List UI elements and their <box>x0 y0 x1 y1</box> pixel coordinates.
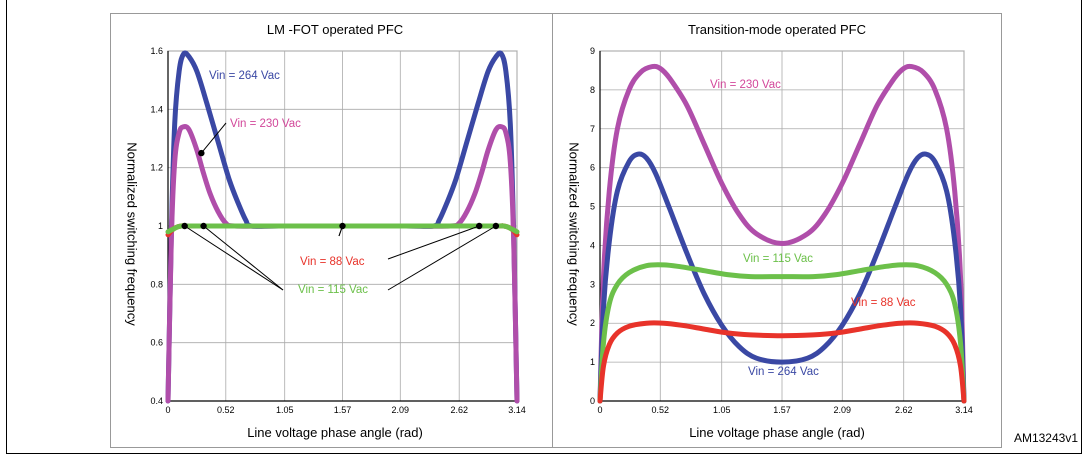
x-tick-label: 1.05 <box>713 405 731 415</box>
x-tick-label: 2.62 <box>450 405 468 415</box>
lm-fot-chart-panel: LM -FOT operated PFC 0 0.52 1.05 1.57 2.09 2.… <box>110 13 560 448</box>
lm-fot-plot: 0 0.52 1.05 1.57 2.09 2.62 3.14 0.4 0.6 0.8 1 1.2 1.… <box>150 46 526 415</box>
y-axis-label: Normalized switching frequency <box>124 142 140 326</box>
y-tick-label: 8 <box>590 85 595 95</box>
y-tick-label: 4 <box>590 240 595 250</box>
y-tick-label: 1.4 <box>150 104 163 114</box>
x-tick-label: 1.57 <box>773 405 791 415</box>
annotation-dot <box>492 222 500 230</box>
series-line-vin-115-vac <box>597 262 967 404</box>
x-tick-label: 3.14 <box>508 405 526 415</box>
figure-frame <box>6 0 1082 454</box>
figure-reference-id: AM13243v1 <box>1013 431 1078 445</box>
y-tick-label: 1.2 <box>150 163 163 173</box>
annotation-label-vin-88-vac: Vin = 88 Vac <box>851 297 916 309</box>
y-tick-label: 5 <box>590 202 595 212</box>
y-axis-label: Normalized switching frequency <box>566 142 582 326</box>
x-tick-label: 1.57 <box>334 405 352 415</box>
annotation-dot <box>476 222 483 230</box>
x-tick-label: 0 <box>165 405 170 415</box>
x-axis-label: Line voltage phase angle (rad) <box>689 425 865 440</box>
x-tick-label: 0.52 <box>217 405 235 415</box>
transition-mode-chart-panel: Transition-mode operated PFC 0 0.52 1.05 1.… <box>552 13 1002 448</box>
series-line-vin-230-vac <box>597 63 967 404</box>
transition-mode-plot: 0 0.52 1.05 1.57 2.09 2.62 3.14 0 1 2 3 4 5 6 7 8 9 Vin =… <box>590 46 973 415</box>
y-tick-label: 0.4 <box>150 396 163 406</box>
y-tick-label: 2 <box>590 318 595 328</box>
annotation-label-vin-230-vac: Vin = 230 Vac <box>710 79 781 91</box>
chart-title: LM -FOT operated PFC <box>266 22 404 37</box>
y-tick-label: 9 <box>590 46 595 56</box>
y-tick-label: 1 <box>590 357 595 367</box>
x-axis-label: Line voltage phase angle (rad) <box>247 425 423 440</box>
annotation-label-vin-115-vac: Vin = 115 Vac <box>298 284 368 296</box>
y-tick-label: 0.8 <box>150 279 163 289</box>
y-tick-label: 1.6 <box>150 46 163 56</box>
annotation-label-vin-88-vac: Vin = 88 Vac <box>300 256 365 268</box>
x-tick-label: 2.62 <box>895 405 913 415</box>
annotation-label-vin-230-vac: Vin = 230 Vac <box>230 118 301 130</box>
x-tick-label: 2.09 <box>834 405 852 415</box>
x-tick-label: 3.14 <box>955 405 973 415</box>
y-tick-label: 3 <box>590 279 595 289</box>
annotation-dot <box>181 222 188 230</box>
chart-title: Transition-mode operated PFC <box>688 22 866 37</box>
series-line-vin-88-vac <box>597 320 967 404</box>
x-tick-label: 0 <box>597 405 602 415</box>
y-tick-label: 1 <box>158 221 163 231</box>
annotation-dot <box>198 149 205 157</box>
x-tick-label: 1.05 <box>276 405 294 415</box>
x-tick-label: 2.09 <box>392 405 410 415</box>
y-tick-label: 6 <box>590 163 595 173</box>
x-tick-label: 0.52 <box>652 405 670 415</box>
annotation-leader <box>387 225 480 260</box>
series-line-vin-264-vac <box>597 151 967 404</box>
annotation-leader <box>387 225 497 291</box>
annotation-dot <box>200 222 207 230</box>
y-tick-label: 0.6 <box>150 338 163 348</box>
annotation-label-vin-264-vac: Vin = 264 Vac <box>748 366 819 378</box>
annotation-label-vin-264-vac: Vin = 264 Vac <box>209 70 280 82</box>
annotation-leader <box>338 225 343 237</box>
annotation-label-vin-115-vac: Vin = 115 Vac <box>743 253 813 265</box>
annotation-leader <box>203 225 284 291</box>
annotation-leader <box>184 225 284 291</box>
annotation-leader <box>200 122 227 154</box>
y-tick-label: 0 <box>590 396 595 406</box>
y-tick-label: 7 <box>590 124 595 134</box>
